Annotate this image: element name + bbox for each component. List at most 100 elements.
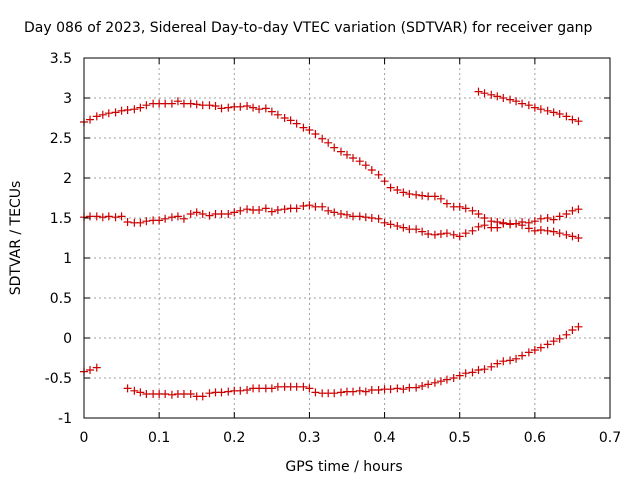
data-point-middle <box>455 232 464 241</box>
data-point-lower <box>186 390 195 398</box>
data-point-upper <box>255 105 264 114</box>
data-point-middle <box>499 219 508 228</box>
data-point-middle <box>442 229 451 238</box>
data-point-lower <box>224 387 233 396</box>
data-point-middle <box>474 222 483 231</box>
data-point-lower <box>136 388 145 397</box>
data-point-upper <box>211 102 220 110</box>
data-point-lower <box>424 380 433 389</box>
data-point-middle <box>568 206 577 215</box>
data-point-upper <box>324 138 333 147</box>
data-point-upper <box>562 230 571 239</box>
data-point-middle <box>230 208 239 217</box>
data-point-upper <box>393 186 402 194</box>
x-tick-label: 0.5 <box>449 430 471 446</box>
data-point-lower <box>412 383 421 392</box>
data-markers <box>80 87 583 401</box>
data-point-upper <box>380 177 389 186</box>
data-point-middle <box>299 202 308 210</box>
x-tick-label: 0.7 <box>599 430 621 446</box>
data-point-lower <box>530 346 539 354</box>
data-point-middle <box>367 214 376 222</box>
y-axis-label: SDTVAR / TECUs <box>8 181 24 296</box>
data-point-middle <box>480 221 489 230</box>
data-point-lower <box>217 388 226 397</box>
data-point-lower <box>305 384 314 393</box>
data-point-lower <box>299 382 308 391</box>
data-point-upper <box>111 108 120 117</box>
data-point-upper-right <box>524 101 533 110</box>
data-point-upper <box>249 103 258 112</box>
data-point-middle <box>243 205 252 214</box>
data-point-middle <box>530 217 539 226</box>
data-point-upper <box>442 199 451 208</box>
x-axis-label: GPS time / hours <box>285 459 402 475</box>
data-point-lower <box>123 384 132 393</box>
data-point-lower <box>455 371 464 380</box>
data-point-middle <box>430 230 439 239</box>
data-point-lower <box>461 369 470 378</box>
data-point-upper <box>92 112 101 121</box>
data-point-middle <box>399 223 408 232</box>
data-point-middle <box>173 212 182 221</box>
data-point-lower <box>418 382 427 390</box>
data-point-middle <box>86 212 95 221</box>
data-point-middle <box>217 210 226 218</box>
data-point-middle <box>461 229 470 238</box>
data-point-lower <box>536 343 545 352</box>
data-point-upper <box>173 97 182 106</box>
data-point-lower <box>487 362 496 371</box>
data-point-lower <box>236 386 245 395</box>
data-point-lower <box>436 377 445 386</box>
data-point-lower <box>130 386 139 395</box>
data-point-lower <box>512 354 521 363</box>
data-point-upper <box>355 157 364 166</box>
data-point-upper <box>543 226 552 235</box>
data-point-middle <box>418 227 427 236</box>
y-tick-label: 3 <box>63 91 72 107</box>
data-point-upper-right <box>543 106 552 115</box>
data-point-lower <box>267 384 276 393</box>
data-point-lower <box>386 385 395 394</box>
data-point-lower <box>374 386 383 394</box>
data-point-upper <box>549 227 558 236</box>
data-point-upper <box>474 210 483 218</box>
data-point-upper <box>461 204 470 213</box>
data-point-upper <box>179 99 188 108</box>
data-point-upper <box>330 143 339 152</box>
data-point-upper <box>243 102 252 110</box>
data-point-lower <box>480 365 489 374</box>
y-tick-label: 0 <box>63 331 72 347</box>
data-point-middle <box>562 210 571 218</box>
data-point-upper-right <box>549 108 558 117</box>
y-tick-label: -0.5 <box>45 371 72 387</box>
data-point-upper-right <box>512 97 521 106</box>
data-point-middle <box>436 230 445 238</box>
data-point-upper <box>455 202 464 211</box>
data-point-lower <box>493 359 502 368</box>
data-point-upper <box>142 101 151 110</box>
data-point-lower <box>574 322 583 331</box>
y-tick-label: 0.5 <box>50 291 72 307</box>
x-tick-label: 0.1 <box>148 430 170 446</box>
data-point-upper <box>530 226 539 235</box>
data-point-lower <box>142 390 151 398</box>
data-point-upper-right <box>536 105 545 114</box>
data-point-upper <box>412 190 421 199</box>
data-point-middle <box>205 211 214 220</box>
data-point-upper <box>336 147 345 156</box>
data-point-middle <box>330 208 339 217</box>
data-point-upper <box>104 109 113 118</box>
data-point-middle <box>192 208 201 217</box>
data-point-middle <box>273 206 282 214</box>
data-point-lower <box>367 386 376 394</box>
data-point-upper-right <box>493 92 502 101</box>
data-point-lower <box>543 340 552 349</box>
data-point-lower <box>361 387 370 396</box>
data-point-lower <box>499 357 508 366</box>
data-point-middle <box>343 210 351 219</box>
data-point-middle <box>198 210 207 218</box>
data-point-lower <box>549 337 558 346</box>
data-point-upper <box>198 101 207 110</box>
data-point-middle <box>179 214 188 223</box>
